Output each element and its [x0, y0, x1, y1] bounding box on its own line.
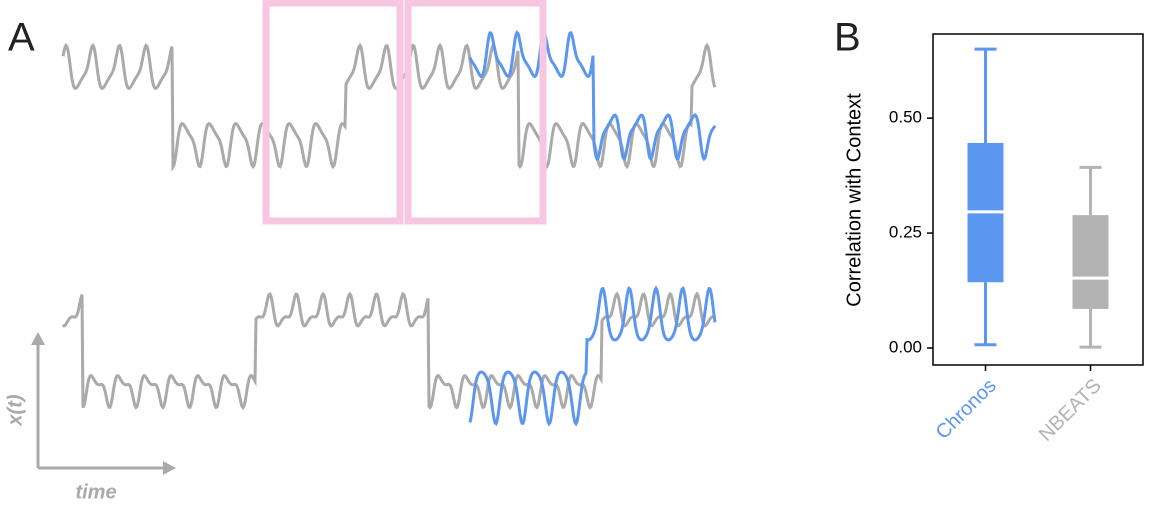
x-tick-label: Chronos — [932, 375, 1001, 444]
y-tick-label: 0.50 — [889, 108, 922, 127]
highlight-box — [404, 0, 547, 225]
signal-line — [468, 285, 717, 427]
box — [1072, 215, 1109, 309]
y-axis-title: Correlation with Context — [843, 93, 865, 307]
signal-line — [468, 29, 717, 162]
y-axis-label: x(t) — [4, 394, 26, 426]
panel-label: A — [8, 16, 35, 60]
arrow-head — [31, 332, 45, 345]
plot-frame — [932, 33, 1144, 366]
signal-line — [61, 42, 717, 173]
panel-label: B — [834, 16, 861, 60]
arrow-head — [163, 461, 176, 475]
box-plot: 0.00 0.25 0.50 Chronos NBEATS — [889, 47, 1109, 446]
axes-arrows — [31, 332, 176, 475]
x-axis-label: time — [75, 481, 116, 503]
time-series-panel — [61, 29, 717, 427]
highlight-box — [262, 0, 404, 225]
signal-line — [61, 291, 716, 411]
y-tick-label: 0.25 — [889, 223, 922, 242]
x-tick-label: NBEATS — [1035, 375, 1106, 446]
y-tick-label: 0.00 — [889, 337, 922, 356]
